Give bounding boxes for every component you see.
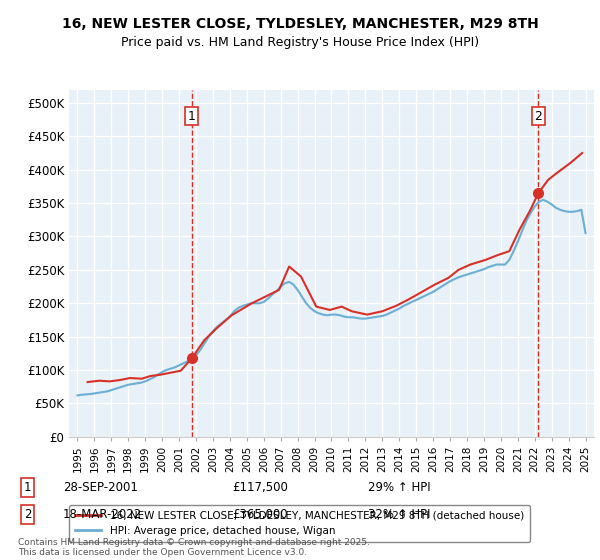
Text: Price paid vs. HM Land Registry's House Price Index (HPI): Price paid vs. HM Land Registry's House … [121,36,479,49]
Text: 18-MAR-2022: 18-MAR-2022 [63,507,142,521]
Text: 1: 1 [23,480,31,494]
Text: 29% ↑ HPI: 29% ↑ HPI [368,480,430,494]
Text: 1: 1 [188,110,196,123]
Text: £365,000: £365,000 [232,507,288,521]
Text: 16, NEW LESTER CLOSE, TYLDESLEY, MANCHESTER, M29 8TH: 16, NEW LESTER CLOSE, TYLDESLEY, MANCHES… [62,17,538,31]
Text: 32% ↑ HPI: 32% ↑ HPI [368,507,430,521]
Text: £117,500: £117,500 [232,480,288,494]
Text: 2: 2 [535,110,542,123]
Text: 2: 2 [23,507,31,521]
Text: 28-SEP-2001: 28-SEP-2001 [63,480,138,494]
Text: Contains HM Land Registry data © Crown copyright and database right 2025.
This d: Contains HM Land Registry data © Crown c… [18,538,370,557]
Legend: 16, NEW LESTER CLOSE, TYLDESLEY, MANCHESTER, M29 8TH (detached house), HPI: Aver: 16, NEW LESTER CLOSE, TYLDESLEY, MANCHES… [69,505,530,542]
